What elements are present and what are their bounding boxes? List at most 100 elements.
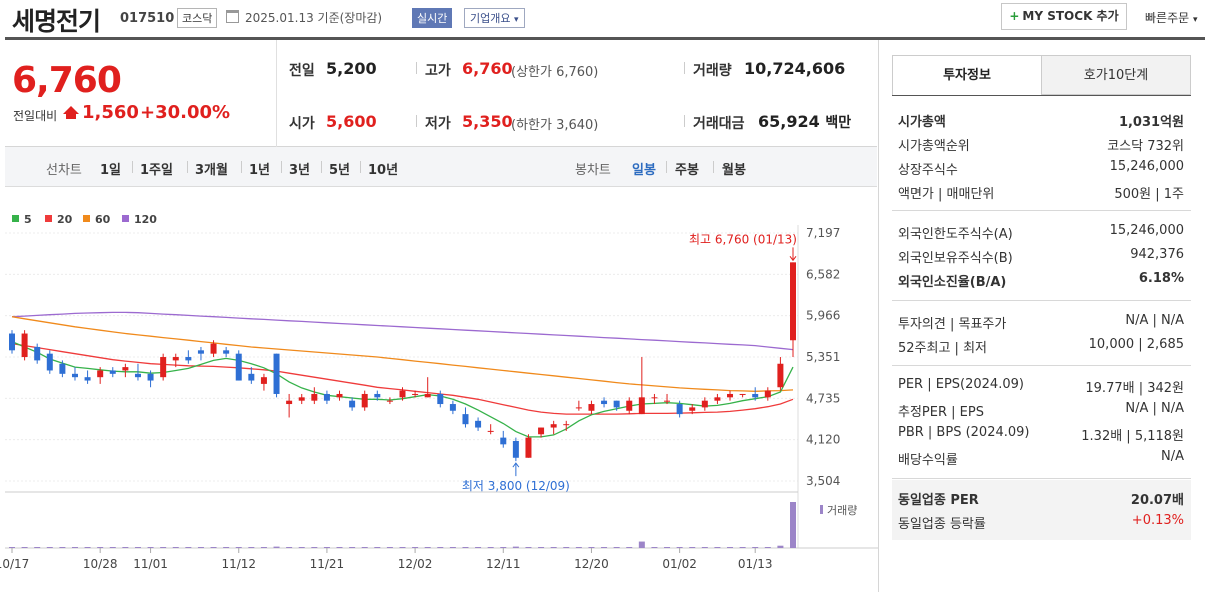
- volume-bar: [727, 547, 734, 548]
- candle: [550, 420, 557, 435]
- info-value: 1,031억원: [1118, 115, 1184, 130]
- info-label: 추정PER | EPS: [898, 405, 984, 420]
- volume-bar: [273, 546, 280, 548]
- tab-order-book[interactable]: 호가10단계: [1041, 55, 1191, 95]
- candle: [676, 400, 683, 418]
- period-tab[interactable]: 10년: [368, 163, 399, 178]
- volume-bar: [487, 547, 494, 548]
- candle: [311, 387, 318, 405]
- candle: [260, 373, 267, 391]
- lower-limit: (하한가 3,640): [511, 118, 599, 133]
- volume-bar: [298, 547, 305, 548]
- volume-bar: [563, 547, 570, 548]
- candle: [134, 363, 141, 381]
- candle: [223, 346, 230, 358]
- quick-order-button[interactable]: 빠른주문 ▾: [1145, 9, 1198, 26]
- x-tick-label: 10/28: [83, 557, 118, 571]
- candle: [210, 340, 217, 358]
- period-tab[interactable]: 3개월: [195, 163, 228, 178]
- open-value: 5,600: [326, 112, 377, 131]
- candle: [336, 390, 343, 401]
- volume-label: 거래량: [827, 504, 857, 517]
- price-summary: [5, 40, 877, 147]
- info-label: 시가총액: [898, 115, 946, 130]
- volume-value: 10,724,606: [744, 59, 846, 78]
- chart-tab-bar: [5, 147, 877, 187]
- volume-bar: [437, 547, 444, 548]
- volume-bar: [374, 547, 381, 548]
- tab-divider: [281, 161, 282, 173]
- candle: [487, 424, 494, 435]
- volume-bar: [449, 547, 456, 548]
- volume-bar: [764, 547, 771, 548]
- y-tick-label: 6,582: [806, 267, 840, 281]
- volume-bar: [424, 547, 431, 548]
- mystock-add-button[interactable]: + MY STOCK 추가: [1001, 3, 1127, 30]
- y-tick-label: 4,735: [806, 391, 840, 405]
- candle: [714, 393, 721, 405]
- date-basis: 기준(장마감): [317, 11, 383, 25]
- volume-bar: [462, 547, 469, 548]
- stock-name: 세명전기: [12, 7, 101, 36]
- candle: [46, 350, 53, 374]
- candle: [386, 397, 393, 405]
- volume-bar: [172, 547, 179, 548]
- chart-area: [5, 188, 877, 592]
- y-tick-label: 5,351: [806, 350, 840, 364]
- period-tab[interactable]: 1일: [100, 163, 122, 178]
- high-annotation: 최고 6,760 (01/13): [689, 232, 797, 246]
- plus-icon: +: [1009, 9, 1020, 23]
- quick-order-label: 빠른주문: [1145, 11, 1190, 25]
- candle: [575, 400, 582, 411]
- volume-bar: [71, 547, 78, 548]
- cell-divider: [684, 62, 685, 74]
- info-value: N/A | N/A: [1125, 313, 1184, 328]
- candle: [160, 353, 167, 381]
- candle: [664, 393, 671, 405]
- volume-bar: [185, 547, 192, 548]
- volume-bar: [386, 547, 393, 548]
- period-tab[interactable]: 5년: [329, 163, 351, 178]
- candle-tab[interactable]: 주봉: [675, 163, 699, 178]
- candle: [601, 397, 608, 408]
- legend-swatch: [122, 215, 129, 222]
- x-tick-label: 11/21: [310, 557, 345, 571]
- volume-bar: [21, 547, 28, 548]
- volume-legend-swatch: [820, 505, 823, 514]
- candle-chart-label: 봉차트: [575, 163, 611, 178]
- info-divider: [892, 478, 1191, 479]
- y-tick-label: 5,966: [806, 309, 840, 323]
- amount-label: 거래대금: [693, 116, 745, 132]
- volume-bar: [475, 547, 482, 548]
- candle: [21, 330, 28, 361]
- candle: [286, 393, 293, 418]
- candle-tab[interactable]: 월봉: [722, 163, 746, 178]
- period-tab[interactable]: 3년: [289, 163, 311, 178]
- volume-bar: [210, 547, 217, 548]
- info-label: 상장주식수: [898, 163, 958, 178]
- tab-divider: [187, 161, 188, 173]
- candle: [512, 437, 519, 462]
- volume-bar: [638, 541, 645, 548]
- company-overview-dropdown[interactable]: 기업개요 ▾: [464, 8, 525, 28]
- candle: [538, 427, 545, 438]
- y-tick-label: 4,120: [806, 433, 840, 447]
- candle-tab[interactable]: 일봉: [632, 163, 656, 178]
- volume-bar: [336, 547, 343, 548]
- realtime-button[interactable]: 실시간: [412, 8, 453, 28]
- tab-divider: [321, 161, 322, 173]
- candle: [752, 387, 759, 401]
- volume-bar: [197, 547, 204, 548]
- period-tab[interactable]: 1주일: [140, 163, 173, 178]
- info-divider: [892, 210, 1191, 211]
- info-top-line: [892, 95, 1191, 96]
- legend-label: 20: [57, 213, 73, 226]
- volume-bar: [399, 547, 406, 548]
- tab-invest-info[interactable]: 투자정보: [892, 55, 1042, 95]
- candle: [147, 370, 154, 388]
- candle: [777, 357, 784, 391]
- candle: [349, 397, 356, 411]
- info-value: 1.32배 | 5,118원: [1081, 429, 1184, 444]
- info-label: 투자의견 | 목표주가: [898, 317, 1007, 332]
- period-tab[interactable]: 1년: [249, 163, 271, 178]
